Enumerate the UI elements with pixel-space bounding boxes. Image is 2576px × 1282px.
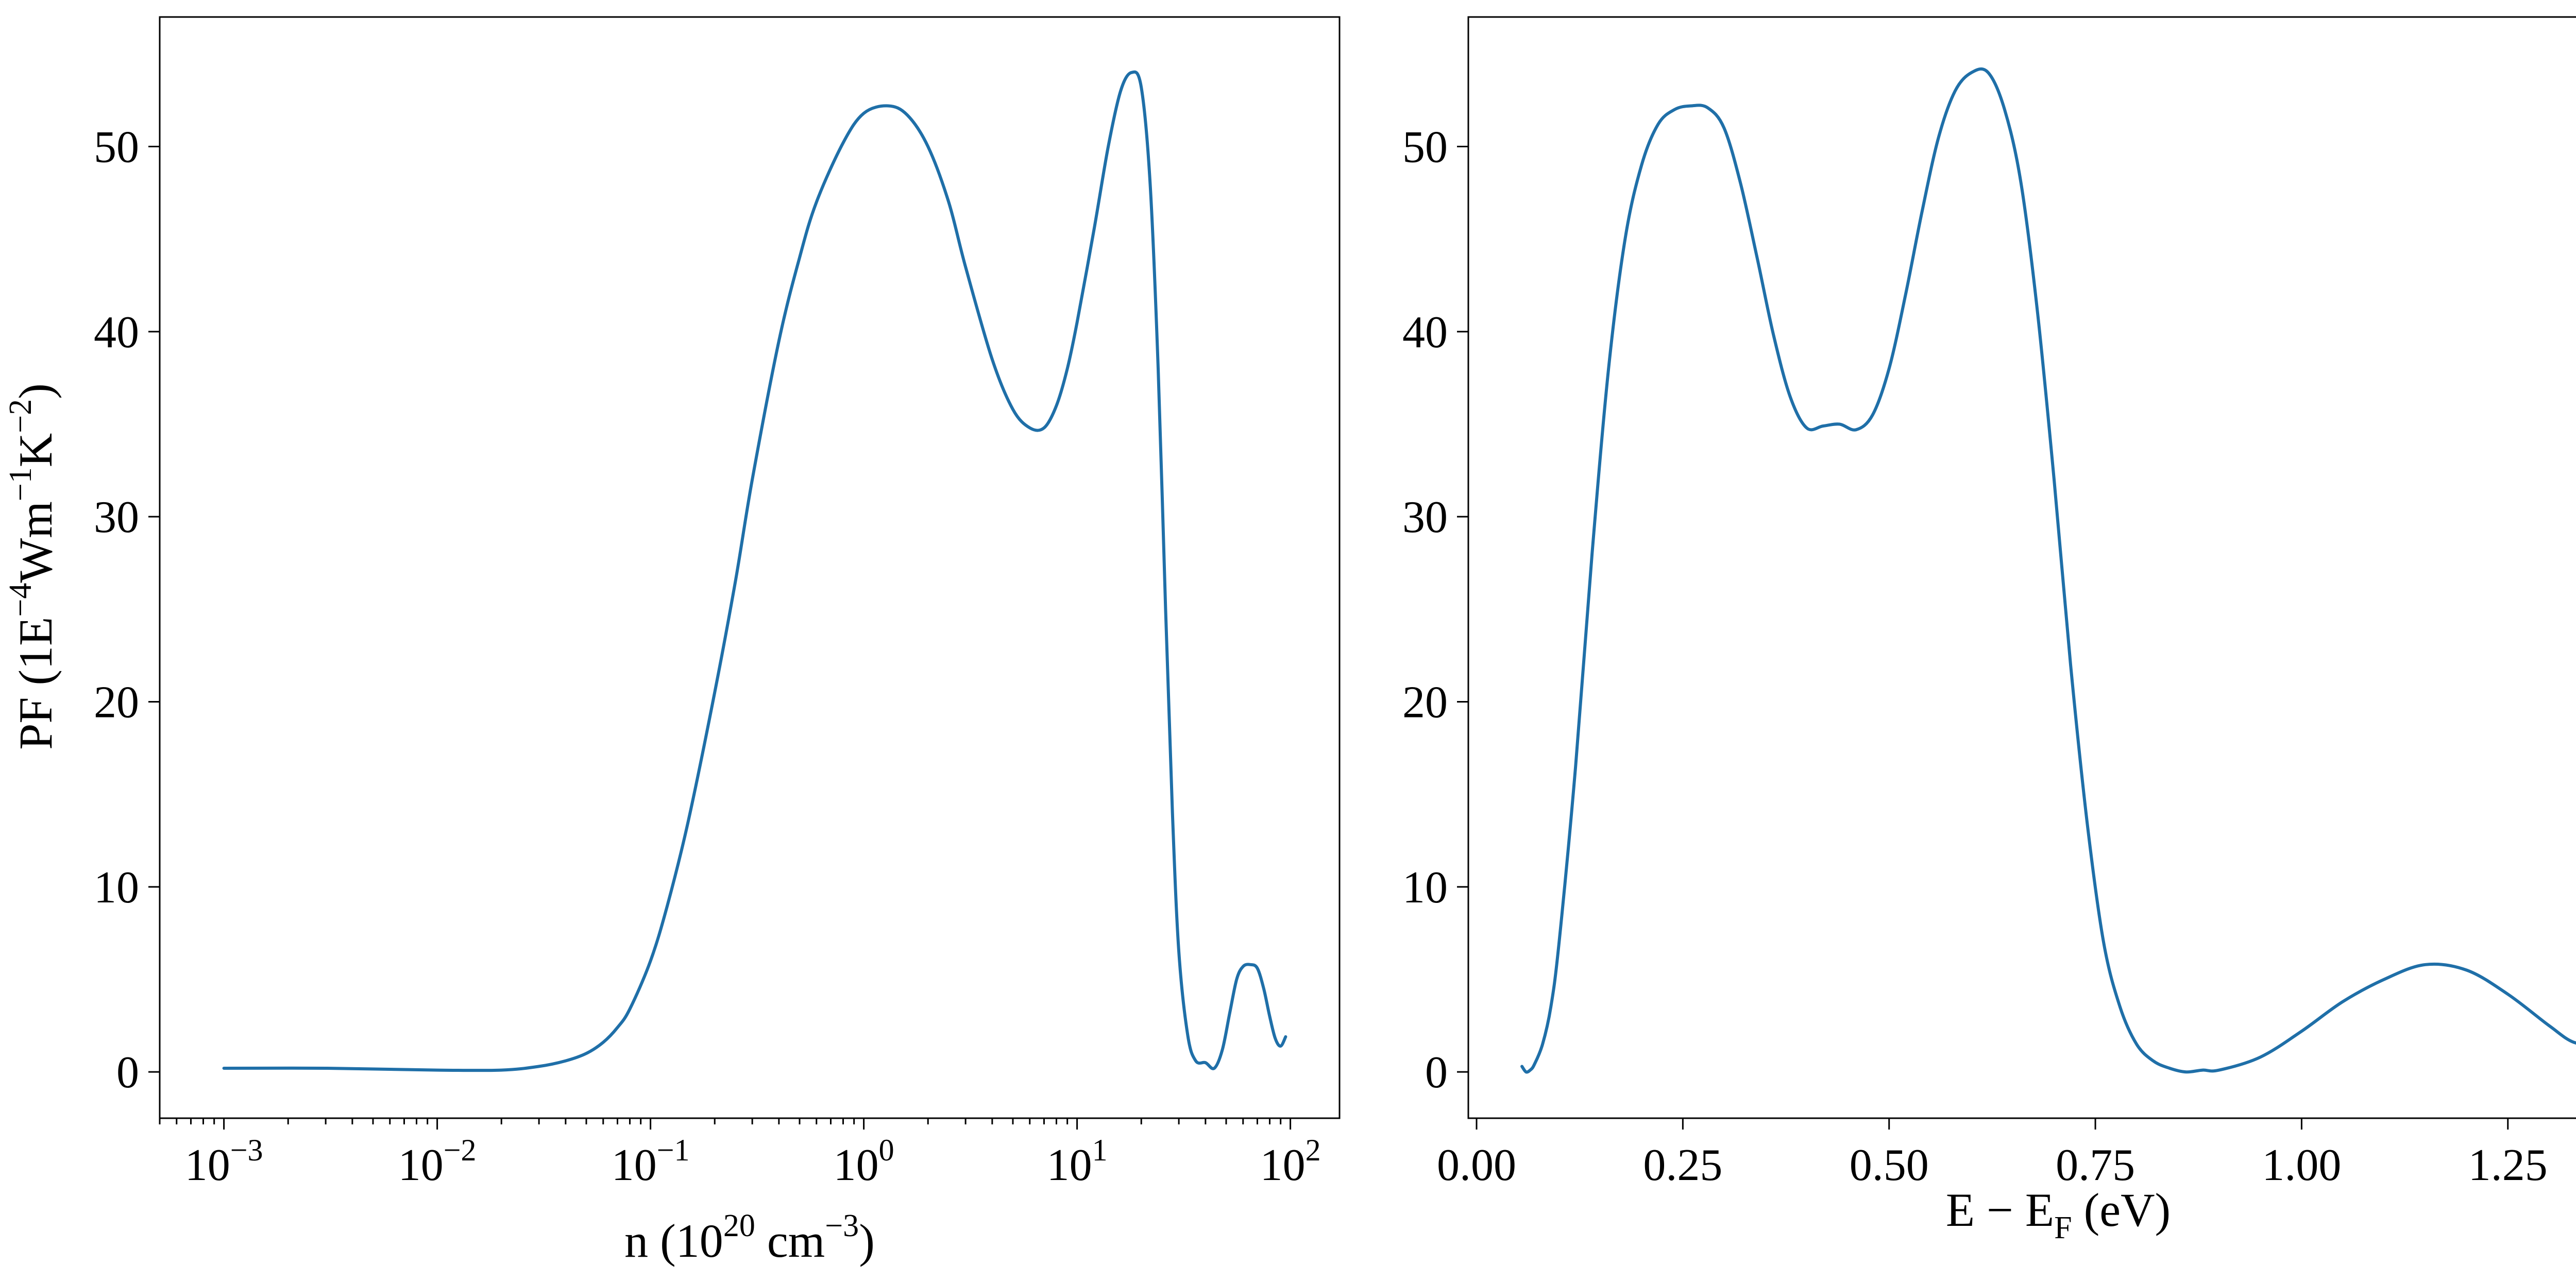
y-tick-label: 0 <box>1425 1048 1448 1098</box>
x-tick-label: 1.00 <box>2262 1140 2341 1190</box>
y-tick-label: 0 <box>116 1048 139 1098</box>
x-tick-label: 101 <box>1047 1133 1108 1190</box>
right-chart-panel: 0.00 0.25 0.50 0.75 1.00 1.25 0 10 20 30 40 50 E −… <box>1402 16 2576 1245</box>
x-tick-label: 0.00 <box>1437 1140 1516 1190</box>
x-tick-label: 0.25 <box>1643 1140 1722 1190</box>
x-tick-label: 1.25 <box>2468 1140 2548 1190</box>
left-plot-frame <box>159 16 1341 1119</box>
right-x-ticks: 0.00 0.25 0.50 0.75 1.00 1.25 <box>1437 1118 2548 1190</box>
right-x-axis-label: E − EF (eV) <box>1946 1184 2171 1245</box>
y-tick-label: 20 <box>1402 678 1448 728</box>
y-tick-label: 10 <box>1402 863 1448 913</box>
left-y-axis-label: PF (1E−4Wm−1K−2) <box>3 383 62 750</box>
x-tick-label: 100 <box>834 1133 894 1190</box>
left-y-ticks: 0 10 20 30 40 50 <box>94 123 160 1098</box>
left-x-axis-label: n (1020 cm−3) <box>624 1208 875 1267</box>
x-tick-label: 10−1 <box>612 1133 690 1190</box>
x-tick-label: 102 <box>1260 1133 1321 1190</box>
left-chart-panel: 10−3 10−2 10−1 100 101 102 0 10 20 30 40 50 n (102… <box>3 16 1341 1267</box>
left-pf-vs-n-line <box>222 70 1287 1072</box>
y-tick-label: 30 <box>1402 492 1448 542</box>
x-tick-label: 0.50 <box>1850 1140 1929 1190</box>
y-tick-label: 30 <box>94 492 139 542</box>
x-tick-label: 10−3 <box>185 1133 263 1190</box>
right-y-ticks: 0 10 20 30 40 50 <box>1402 123 1468 1098</box>
right-pf-vs-energy-line <box>1520 67 2576 1074</box>
y-tick-label: 10 <box>94 863 139 913</box>
y-tick-label: 20 <box>94 678 139 728</box>
x-tick-label: 10−2 <box>398 1133 477 1190</box>
y-tick-label: 40 <box>94 307 139 357</box>
y-tick-label: 40 <box>1402 307 1448 357</box>
right-plot-frame <box>1467 16 2576 1119</box>
x-tick-label: 0.75 <box>2056 1140 2135 1190</box>
y-tick-label: 50 <box>94 123 139 173</box>
y-tick-label: 50 <box>1402 123 1448 173</box>
left-x-ticks: 10−3 10−2 10−1 100 101 102 <box>159 1118 1321 1190</box>
